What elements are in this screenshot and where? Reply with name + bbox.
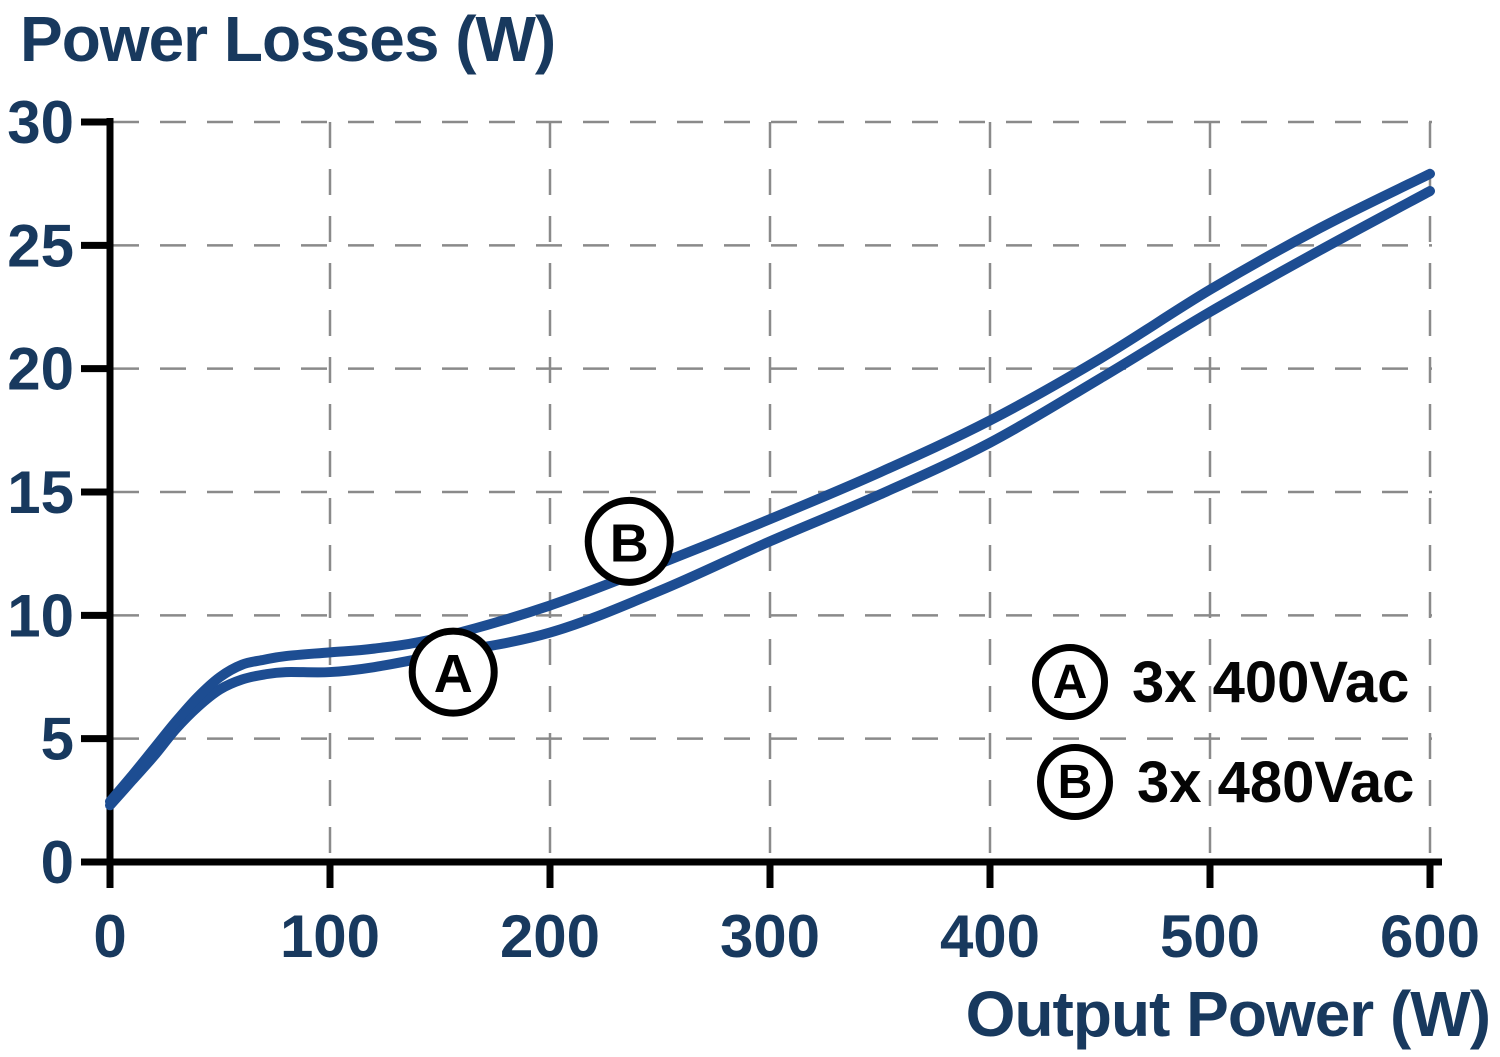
y-tick-label: 5 xyxy=(41,706,74,773)
curve-marker-b: B xyxy=(584,496,674,586)
y-axis-title: Power Losses (W) xyxy=(20,3,556,75)
legend: A 3x 400Vac B 3x 480Vac xyxy=(1032,644,1414,844)
curve-marker-circle-icon xyxy=(584,496,674,586)
y-tick-label: 20 xyxy=(7,336,74,403)
x-axis-title: Output Power (W) xyxy=(965,978,1491,1050)
gridlines xyxy=(113,120,1432,858)
y-tick-label: 25 xyxy=(7,212,74,279)
axes xyxy=(81,118,1442,888)
legend-item-b: B 3x 480Vac xyxy=(1037,744,1414,820)
legend-label-a: 3x 400Vac xyxy=(1132,649,1410,715)
x-tick-label: 500 xyxy=(1160,903,1260,970)
x-tick-label: 600 xyxy=(1380,903,1480,970)
y-tick-label: 0 xyxy=(41,829,74,896)
series-b-curve xyxy=(105,168,1435,807)
curve-marker-circle-icon xyxy=(408,627,498,717)
x-tick-label: 400 xyxy=(940,903,1040,970)
legend-label-b: 3x 480Vac xyxy=(1137,749,1415,815)
y-tick-label: 30 xyxy=(7,89,74,156)
legend-marker-a-icon: A xyxy=(1032,644,1108,720)
curve-marker-a: A xyxy=(408,627,498,717)
y-tick-label: 10 xyxy=(7,582,74,649)
legend-marker-b-icon: B xyxy=(1037,744,1113,820)
curve-marker-letter: A xyxy=(434,644,473,704)
x-tick-label: 0 xyxy=(93,903,126,970)
curve-marker-letter: B xyxy=(610,513,649,573)
x-tick-label: 200 xyxy=(500,903,600,970)
legend-item-a: A 3x 400Vac xyxy=(1032,644,1414,720)
x-tick-label: 300 xyxy=(720,903,820,970)
y-tick-label: 15 xyxy=(7,459,74,526)
x-tick-label: 100 xyxy=(280,903,380,970)
